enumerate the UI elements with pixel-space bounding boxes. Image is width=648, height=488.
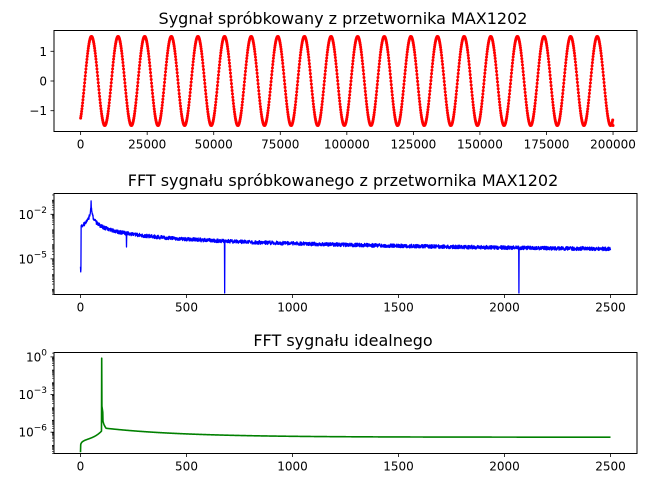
y-tick-label: 1 [39, 45, 47, 59]
x-tick-label: 2500 [595, 301, 626, 315]
y-tick-label: 10−5 [18, 250, 47, 266]
axis-ticks-2: 0 500 1000 1500 2000 2500 10−2 10−5 [18, 194, 626, 315]
x-tick-label: 2500 [595, 460, 626, 474]
chart-title-2: FFT sygnału spróbkowanego z przetwornika… [128, 171, 559, 190]
x-tick-label: 1500 [383, 460, 414, 474]
axis-ticks-1: 0 25000 50000 75000 100000 125000 150000 175000… [29, 45, 636, 152]
x-tick-label: 500 [175, 460, 198, 474]
axes-frame-1 [53, 30, 638, 132]
fft-sampled-line [79, 200, 612, 294]
x-tick-label: 500 [175, 301, 198, 315]
x-tick-label: 125000 [390, 138, 436, 152]
x-tick-label: 1000 [277, 460, 308, 474]
subplot-fft-ideal: FFT sygnału idealnego 0 500 1000 1500 2000 25… [18, 331, 638, 474]
x-tick-label: 25000 [128, 138, 166, 152]
y-tick-label: 10−2 [18, 206, 47, 222]
x-tick-label: 100000 [324, 138, 370, 152]
plot-area-3 [79, 357, 612, 453]
fft-ideal-line [79, 357, 612, 453]
axes-frame-3 [53, 352, 638, 454]
x-tick-label: 175000 [524, 138, 570, 152]
x-tick-label: 150000 [457, 138, 503, 152]
x-tick-label: 0 [77, 301, 85, 315]
signal-line [80, 35, 614, 127]
subplot-sampled-signal: Sygnał spróbkowany z przetwornika MAX120… [29, 9, 638, 152]
x-tick-label: 50000 [195, 138, 233, 152]
plot-area-1 [79, 34, 615, 128]
axis-ticks-3: 0 500 1000 1500 2000 2500 100 10−3 10−6 [18, 348, 625, 473]
y-tick-label: −1 [29, 104, 47, 118]
x-tick-label: 75000 [261, 138, 299, 152]
x-tick-label: 200000 [590, 138, 636, 152]
chart-title-3: FFT sygnału idealnego [253, 331, 432, 350]
plot-area-2 [79, 200, 612, 294]
subplot-fft-sampled: FFT sygnału spróbkowanego z przetwornika… [18, 171, 638, 315]
y-tick-label: 10−3 [18, 386, 47, 402]
x-tick-label: 0 [77, 138, 85, 152]
y-tick-label: 10−6 [18, 424, 47, 440]
chart-title-1: Sygnał spróbkowany z przetwornika MAX120… [159, 9, 528, 28]
x-tick-label: 1500 [383, 301, 414, 315]
axes-frame-2 [53, 193, 638, 295]
y-tick-label: 100 [26, 348, 47, 364]
x-tick-label: 2000 [489, 460, 520, 474]
signal-points [79, 34, 615, 128]
x-tick-label: 0 [77, 460, 85, 474]
x-tick-label: 1000 [277, 301, 308, 315]
y-tick-label: 0 [39, 75, 47, 89]
x-tick-label: 2000 [489, 301, 520, 315]
